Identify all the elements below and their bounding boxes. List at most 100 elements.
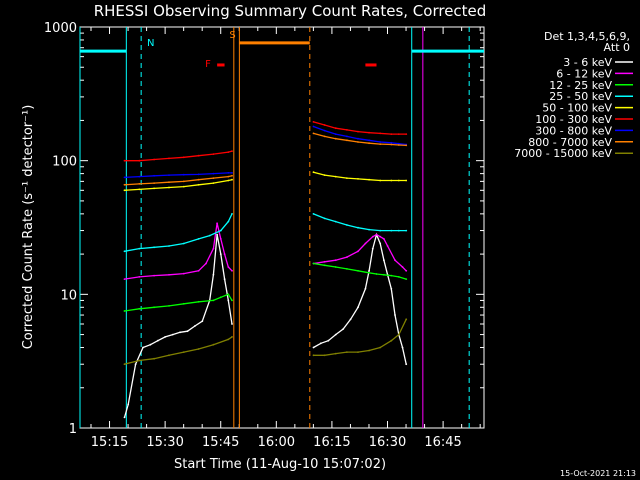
data-point xyxy=(168,186,170,189)
data-point xyxy=(149,343,152,346)
data-point xyxy=(390,179,393,182)
data-point xyxy=(123,416,126,419)
data-point xyxy=(371,235,374,238)
data-point xyxy=(123,176,126,179)
y-tick-label: 10 xyxy=(60,288,77,303)
data-point xyxy=(179,331,182,334)
data-point xyxy=(357,137,359,140)
data-point xyxy=(379,179,382,182)
data-point xyxy=(334,127,337,130)
data-point xyxy=(405,133,408,136)
x-tick-label: 15:45 xyxy=(202,435,239,450)
data-point xyxy=(379,141,382,143)
data-point xyxy=(386,245,389,247)
data-point xyxy=(368,269,370,272)
data-point xyxy=(227,179,230,182)
data-point xyxy=(219,296,222,299)
data-point xyxy=(312,354,315,357)
flag-label-n: N xyxy=(147,38,154,49)
data-point xyxy=(323,217,326,220)
legend-label: 50 - 100 keV xyxy=(542,102,612,115)
data-point xyxy=(212,153,215,156)
x-tick-label: 15:15 xyxy=(91,435,128,450)
data-point xyxy=(138,188,141,191)
series-line xyxy=(313,213,407,232)
x-tick-label: 16:00 xyxy=(258,435,295,450)
series-5 xyxy=(123,171,408,192)
data-point xyxy=(153,246,156,249)
data-point xyxy=(323,264,326,267)
data-point xyxy=(231,323,233,325)
data-point xyxy=(227,220,230,223)
data-point xyxy=(171,333,174,336)
data-point xyxy=(368,228,370,231)
x-tick-label: 16:30 xyxy=(369,435,406,450)
data-point xyxy=(368,271,370,274)
data-point xyxy=(231,336,233,338)
data-point xyxy=(197,154,200,157)
data-point xyxy=(153,158,156,161)
series-line xyxy=(124,172,232,179)
data-point xyxy=(383,259,385,262)
data-point xyxy=(312,132,315,135)
data-point xyxy=(383,273,385,276)
data-point xyxy=(212,247,215,250)
data-point xyxy=(346,224,348,226)
data-point xyxy=(357,269,359,272)
series-line xyxy=(313,125,407,146)
series-1 xyxy=(123,232,408,419)
data-point xyxy=(182,180,185,183)
data-point xyxy=(334,333,337,336)
data-point xyxy=(371,247,374,250)
data-point xyxy=(368,178,370,181)
series-7 xyxy=(123,125,408,179)
data-point xyxy=(197,178,200,181)
series-2 xyxy=(123,222,408,280)
flag-label-f: F xyxy=(205,59,211,70)
data-point xyxy=(201,320,204,323)
data-point xyxy=(197,183,200,186)
data-point xyxy=(142,346,144,349)
series-9 xyxy=(123,318,408,366)
data-point xyxy=(346,135,348,138)
series-4 xyxy=(123,213,408,253)
data-point xyxy=(375,273,378,275)
data-point xyxy=(127,403,130,406)
data-point xyxy=(346,139,348,142)
data-point xyxy=(379,132,382,135)
data-point xyxy=(334,266,337,268)
data-point xyxy=(231,174,233,177)
data-point xyxy=(153,187,156,190)
data-point xyxy=(219,253,222,256)
data-point xyxy=(138,247,141,250)
data-point xyxy=(390,287,393,290)
data-point xyxy=(227,175,230,178)
legend-label: 3 - 6 keV xyxy=(563,56,612,69)
series-line xyxy=(124,336,233,365)
data-point xyxy=(346,256,348,258)
data-point xyxy=(164,336,167,338)
data-point xyxy=(168,174,170,177)
data-point xyxy=(312,125,315,128)
legend-header-2: Att 0 xyxy=(604,41,630,54)
data-point xyxy=(394,259,396,262)
data-point xyxy=(168,273,170,276)
data-point xyxy=(334,259,337,262)
data-point xyxy=(212,299,215,302)
data-point xyxy=(182,185,185,188)
series-line xyxy=(123,234,233,418)
data-point xyxy=(368,131,370,134)
data-point xyxy=(405,278,408,280)
data-point xyxy=(138,276,141,278)
data-point xyxy=(156,339,159,342)
data-point xyxy=(123,278,126,280)
data-point xyxy=(334,175,337,178)
data-point xyxy=(197,269,200,272)
data-point xyxy=(153,182,156,185)
data-point xyxy=(334,133,337,136)
x-tick-label: 16:45 xyxy=(424,435,461,450)
data-point xyxy=(390,274,393,277)
data-point xyxy=(357,351,359,353)
data-point xyxy=(334,137,337,140)
